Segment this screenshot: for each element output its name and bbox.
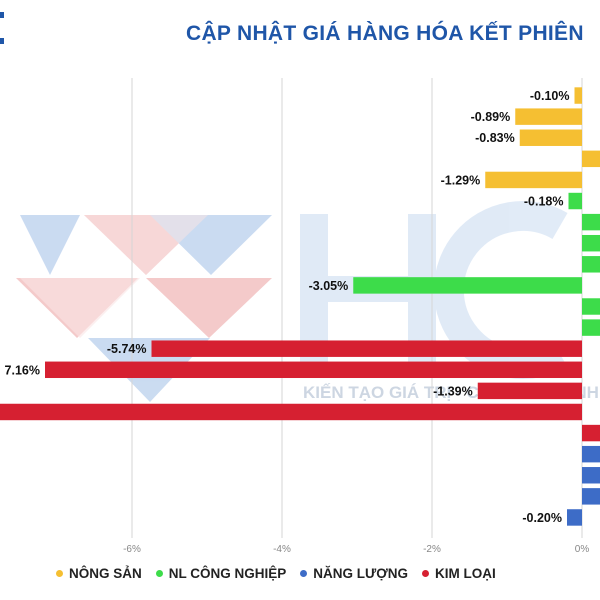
data-label: -1.29% xyxy=(441,173,481,187)
bar-nang-luong xyxy=(567,509,582,526)
bar-nong-san xyxy=(519,129,582,146)
bar-nl-cong-nghiep xyxy=(582,256,600,273)
legend: NÔNG SẢN NL CÔNG NGHIỆP NĂNG LƯỢNG KIM L… xyxy=(56,562,510,584)
legend-item-nang-luong: NĂNG LƯỢNG xyxy=(300,566,408,581)
data-label: -0.83% xyxy=(475,131,515,145)
bar-nang-luong xyxy=(582,488,600,505)
data-label: -0.20% xyxy=(522,511,562,525)
bar-nl-cong-nghiep xyxy=(582,213,600,231)
legend-dot-icon xyxy=(56,569,63,577)
bar-kim-loai xyxy=(477,382,582,400)
bar-nl-cong-nghiep xyxy=(582,298,600,315)
legend-label: NÔNG SẢN xyxy=(69,565,142,581)
bar-kim-loai xyxy=(582,424,600,442)
bar-nong-san xyxy=(515,108,582,125)
data-label: -0.18% xyxy=(524,195,564,209)
bar-layer xyxy=(0,87,600,526)
data-label-layer: -0.10% -0.89% -0.83% -1.29% -0.18% -3.05% -5.7… xyxy=(5,89,570,525)
x-tick-label: -4% xyxy=(273,544,291,555)
data-label: -0.10% xyxy=(530,89,570,103)
legend-dot-icon xyxy=(422,569,429,577)
bar-nl-cong-nghiep xyxy=(353,277,582,294)
legend-label: NL CÔNG NGHIỆP xyxy=(168,565,287,581)
bar-nl-cong-nghiep xyxy=(568,192,582,210)
legend-label: KIM LOẠI xyxy=(435,565,496,581)
legend-dot-icon xyxy=(155,569,163,577)
data-label: -0.89% xyxy=(471,110,511,124)
data-label: -5.74% xyxy=(107,342,147,356)
legend-item-nong-san: NÔNG SẢN xyxy=(56,566,142,581)
bar-nong-san xyxy=(582,150,600,168)
bar-kim-loai xyxy=(0,403,582,421)
legend-item-nl-cong-nghiep: NL CÔNG NGHIỆP xyxy=(155,565,287,581)
corner-logo-fragment xyxy=(0,8,4,52)
x-tick-label: 0% xyxy=(575,544,590,555)
bar-kim-loai xyxy=(45,361,582,379)
grid-layer xyxy=(131,78,583,538)
bar-nl-cong-nghiep xyxy=(582,234,600,252)
bar-nl-cong-nghiep xyxy=(582,319,600,336)
bar-nang-luong xyxy=(582,445,600,463)
legend-dot-icon xyxy=(300,569,308,577)
legend-label: NĂNG LƯỢNG xyxy=(313,565,408,581)
x-tick-label: -2% xyxy=(423,544,441,555)
legend-item-kim-loai: KIM LOẠI xyxy=(422,566,496,581)
data-label: -3.05% xyxy=(309,279,349,293)
x-axis-ticks: -6% -4% -2% 0% xyxy=(123,544,589,555)
data-label: 7.16% xyxy=(5,363,40,377)
data-label: -1.39% xyxy=(433,384,473,398)
bar-nang-luong xyxy=(582,467,600,484)
bar-nong-san xyxy=(574,87,582,104)
bar-kim-loai xyxy=(151,340,582,357)
bar-nong-san xyxy=(485,171,582,189)
page-title: CẬP NHẬT GIÁ HÀNG HÓA KẾT PHIÊN xyxy=(186,22,584,45)
x-tick-label: -6% xyxy=(123,544,141,555)
